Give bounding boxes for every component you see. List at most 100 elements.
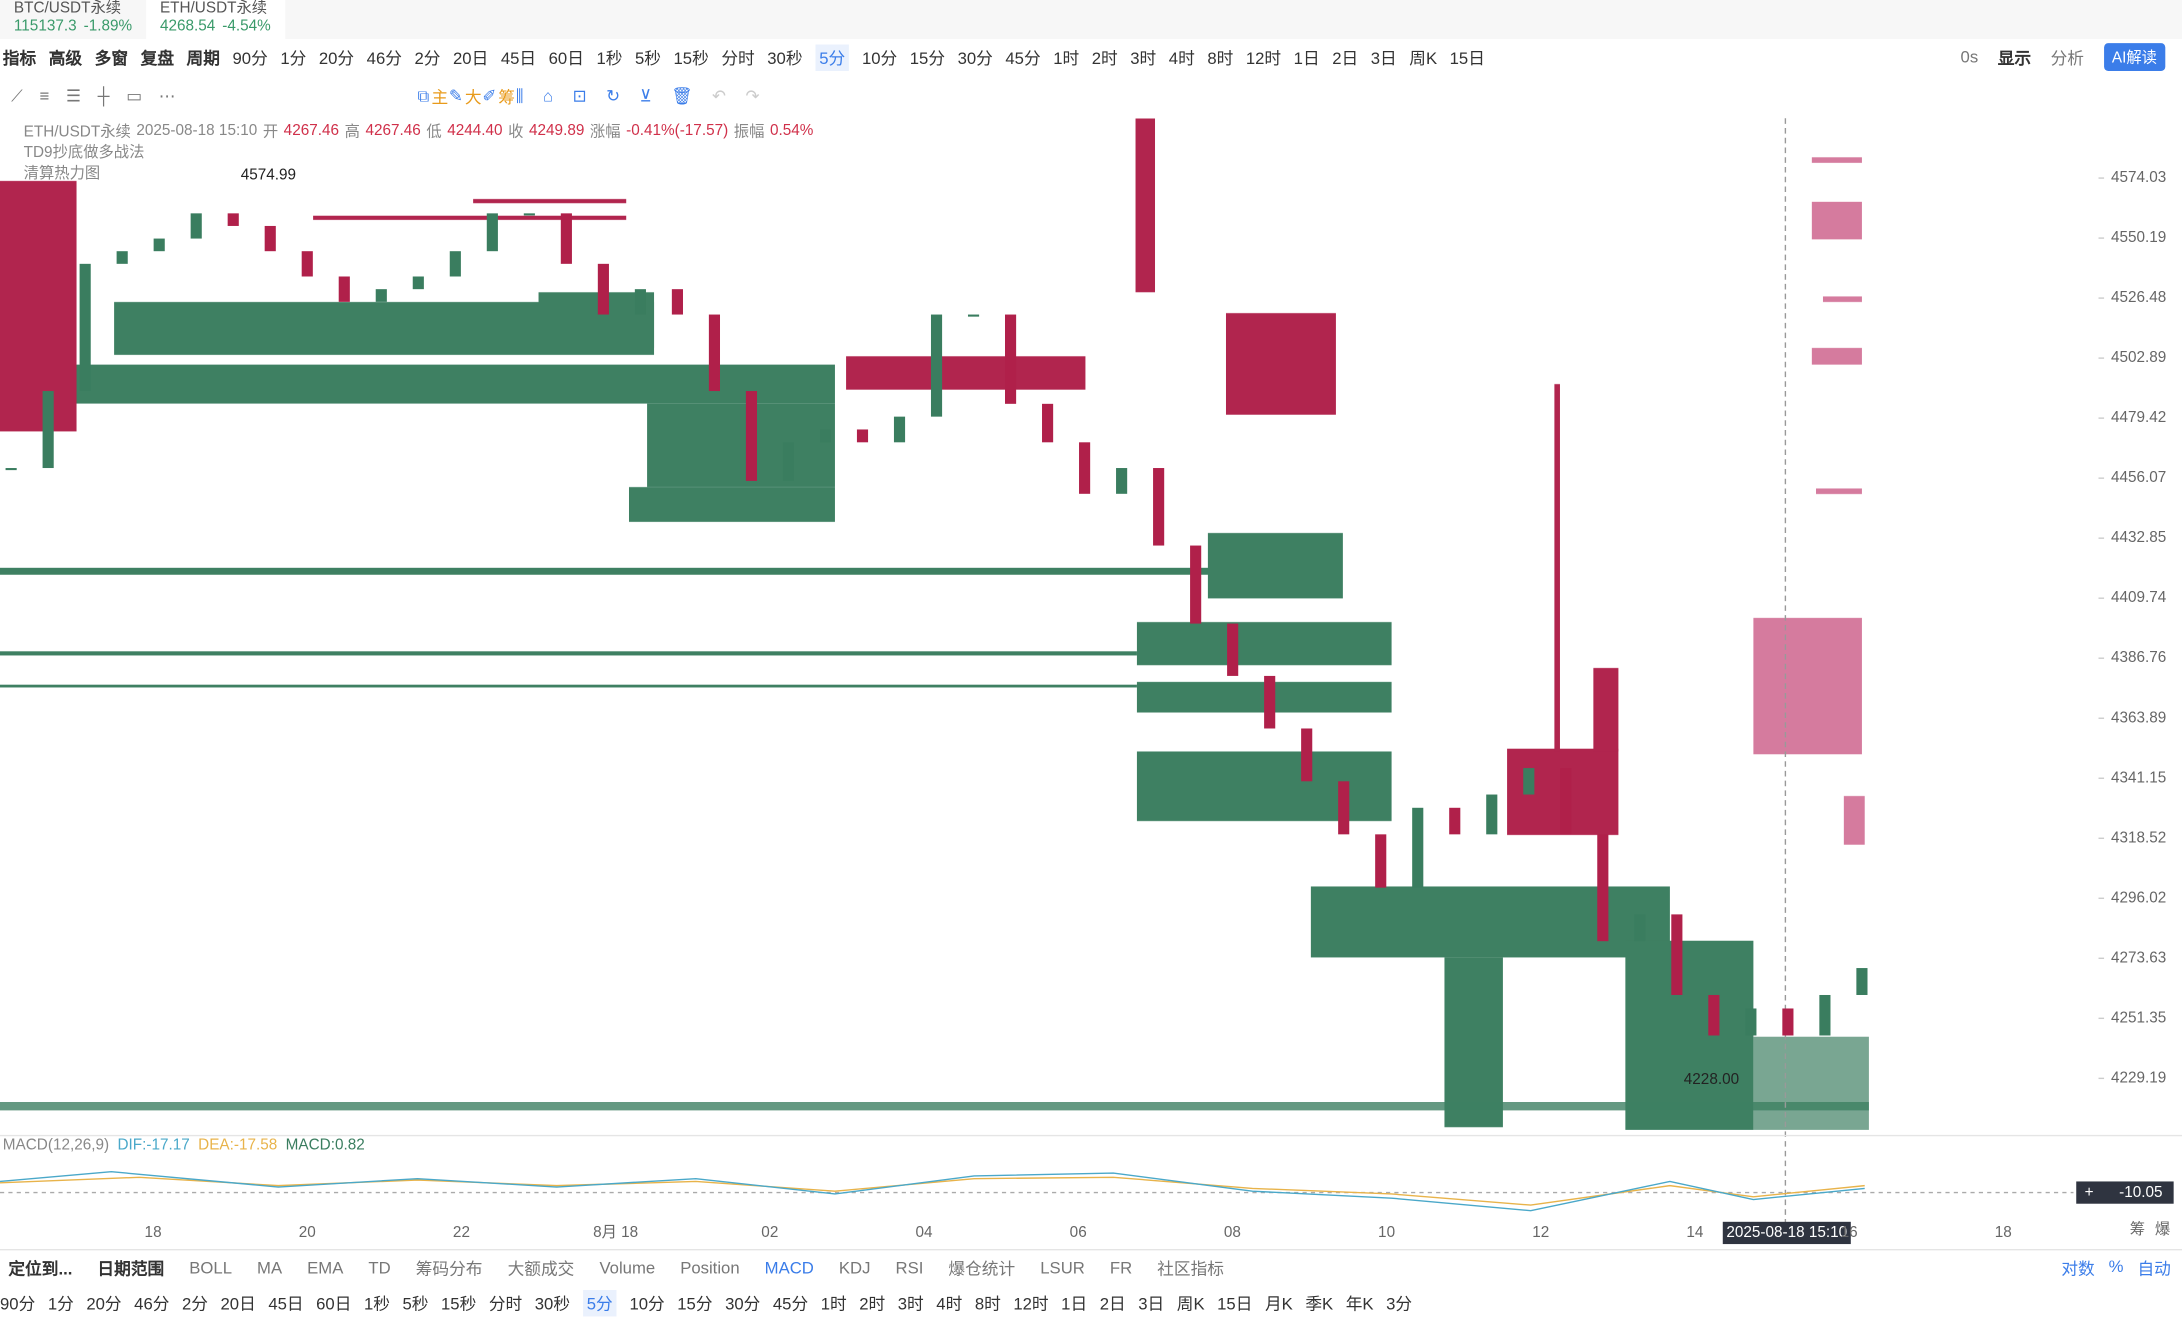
interval[interactable]: 15秒	[673, 48, 709, 68]
tool-icon[interactable]: ⌂	[543, 86, 554, 106]
drawing-tool[interactable]: 大	[464, 86, 482, 107]
toolbar-item[interactable]: 多窗	[94, 48, 129, 68]
interval[interactable]: 1分	[280, 48, 307, 68]
indicator-tab[interactable]: Position	[680, 1257, 740, 1278]
interval[interactable]: 1秒	[363, 1293, 390, 1313]
indicator-tab[interactable]: RSI	[895, 1257, 924, 1278]
interval[interactable]: 2时	[1091, 48, 1118, 68]
interval[interactable]: 46分	[134, 1293, 170, 1313]
interval[interactable]: 3日	[1370, 48, 1397, 68]
toolbar-item[interactable]: 高级	[48, 48, 83, 68]
interval[interactable]: 45日	[268, 1293, 304, 1313]
interval[interactable]: 2时	[859, 1293, 886, 1313]
tool-icon[interactable]: ✎	[448, 86, 463, 106]
interval[interactable]: 30秒	[534, 1293, 571, 1313]
interval[interactable]: 4时	[1168, 48, 1195, 68]
indicator-tab[interactable]: 爆仓统计	[948, 1258, 1016, 1279]
interval[interactable]: 10分	[861, 48, 898, 68]
interval[interactable]: 2日	[1099, 1293, 1126, 1313]
indicator-tab[interactable]: KDJ	[838, 1257, 871, 1278]
interval[interactable]: 45日	[500, 48, 537, 68]
interval[interactable]: 30分	[957, 48, 993, 68]
interval[interactable]: 20日	[453, 48, 489, 68]
indicator-name[interactable]: 清算热力图	[23, 165, 101, 183]
tool-icon[interactable]: ⊡	[572, 86, 587, 106]
interval[interactable]: 12时	[1245, 48, 1282, 68]
interval[interactable]: 周K	[1176, 1293, 1205, 1313]
interval[interactable]: 3分	[1386, 1293, 1413, 1313]
interval[interactable]: 3时	[897, 1293, 924, 1313]
tool-icon[interactable]: ↷	[745, 86, 760, 106]
interval[interactable]: 45分	[772, 1293, 809, 1313]
interval[interactable]: 60日	[548, 48, 584, 68]
interval[interactable]: 年K	[1345, 1293, 1374, 1313]
scale-option[interactable]: 对数	[2061, 1258, 2095, 1279]
interval[interactable]: 15日	[1217, 1293, 1253, 1313]
scale-option[interactable]: 自动	[2137, 1258, 2171, 1279]
interval[interactable]: 5分	[582, 1289, 617, 1316]
toolbar-right-item[interactable]: 分析	[2050, 48, 2085, 68]
toolbar-right-item[interactable]: AI解读	[2103, 43, 2166, 71]
interval[interactable]: 1秒	[596, 48, 623, 68]
interval[interactable]: 1日	[1293, 48, 1320, 68]
interval[interactable]: 分时	[488, 1293, 523, 1313]
interval[interactable]: 2分	[181, 1293, 208, 1313]
tool-icon[interactable]: ≡	[39, 86, 50, 106]
interval[interactable]: 分时	[721, 48, 755, 68]
interval[interactable]: 20分	[318, 48, 355, 68]
interval[interactable]: 30秒	[767, 48, 803, 68]
interval[interactable]: 1日	[1061, 1293, 1088, 1313]
tool-icon[interactable]: ⧉	[417, 85, 430, 106]
tool-icon[interactable]: ⟋	[11, 85, 23, 106]
tool-icon[interactable]: ▭	[126, 86, 143, 106]
indicator-tab[interactable]: 社区指标	[1157, 1258, 1225, 1279]
indicator-tab[interactable]: 筹码分布	[415, 1258, 483, 1279]
indicator-name[interactable]: TD9抄底做多战法	[23, 144, 145, 162]
toolbar-item[interactable]: 复盘	[140, 48, 175, 68]
indicator-tab[interactable]: MACD	[764, 1257, 814, 1278]
tool-icon[interactable]: ↶	[711, 86, 726, 106]
interval[interactable]: 15分	[677, 1293, 713, 1313]
interval[interactable]: 3时	[1130, 48, 1157, 68]
tab[interactable]: BTC/USDT永续 115137.3 -1.89%	[0, 0, 146, 39]
toolbar-item[interactable]: 指标	[2, 48, 37, 68]
tool-icon[interactable]: ⊻	[639, 86, 652, 106]
indicator-tab[interactable]: MA	[257, 1257, 283, 1278]
drawing-tool[interactable]: 筹	[498, 86, 516, 107]
interval[interactable]: 5分	[815, 43, 850, 71]
indicator-tab[interactable]: TD	[368, 1257, 391, 1278]
indicator-tab[interactable]: LSUR	[1040, 1257, 1085, 1278]
interval[interactable]: 10分	[629, 1293, 665, 1313]
tool-icon[interactable]: ┼	[97, 86, 110, 106]
interval[interactable]: 8时	[974, 1293, 1001, 1313]
tab[interactable]: ETH/USDT永续 4268.54 -4.54%	[146, 0, 285, 39]
interval[interactable]: 15日	[1449, 48, 1485, 68]
drawing-tool[interactable]: 主	[431, 86, 449, 107]
interval[interactable]: 月K	[1264, 1293, 1293, 1313]
interval[interactable]: 60日	[316, 1293, 352, 1313]
interval[interactable]: 15秒	[441, 1293, 477, 1313]
interval[interactable]: 周K	[1409, 48, 1438, 68]
interval[interactable]: 20分	[86, 1293, 122, 1313]
interval[interactable]: 45分	[1005, 48, 1041, 68]
interval[interactable]: 4时	[936, 1293, 963, 1313]
interval[interactable]: 12时	[1013, 1293, 1049, 1313]
interval[interactable]: 20日	[220, 1293, 256, 1313]
tool-icon[interactable]: ⋯	[158, 86, 176, 106]
interval[interactable]: 30分	[725, 1293, 761, 1313]
tool-icon[interactable]: ☰	[65, 86, 81, 106]
date-range[interactable]: 日期范围	[97, 1258, 165, 1279]
interval[interactable]: 15分	[909, 48, 946, 68]
interval[interactable]: 2日	[1332, 48, 1359, 68]
interval[interactable]: 2分	[414, 48, 441, 68]
interval[interactable]: 1分	[47, 1293, 74, 1313]
toolbar-right-item[interactable]: 显示	[1997, 48, 2032, 68]
tool-icon[interactable]: 🗑	[671, 86, 693, 106]
interval[interactable]: 90分	[232, 48, 268, 68]
scale-option[interactable]: %	[2108, 1255, 2124, 1276]
interval[interactable]: 季K	[1305, 1293, 1334, 1313]
interval[interactable]: 5秒	[634, 48, 661, 68]
indicator-tab[interactable]: BOLL	[189, 1257, 233, 1278]
interval[interactable]: 46分	[366, 48, 402, 68]
indicator-tab[interactable]: EMA	[307, 1257, 344, 1278]
